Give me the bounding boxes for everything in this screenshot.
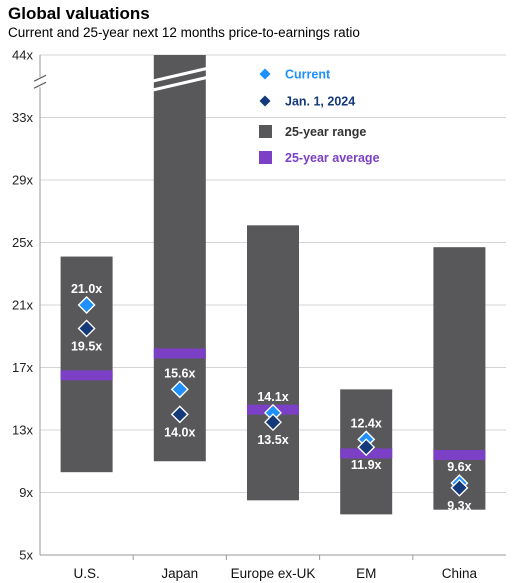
x-category-label: EM <box>356 566 376 581</box>
legend-range-icon <box>259 125 272 138</box>
range-bar <box>60 256 113 473</box>
y-axis-break-mark <box>33 74 47 82</box>
current-value-label: 12.4x <box>351 416 382 430</box>
jan-2024-marker <box>450 478 469 497</box>
bar-break-mark <box>151 66 209 83</box>
range-bar <box>247 225 299 501</box>
legend-current-icon <box>257 66 273 82</box>
range-bar <box>433 247 486 510</box>
jan-2024-marker <box>170 405 189 424</box>
y-tick-label: 44x <box>12 48 33 63</box>
y-axis-break-mark <box>33 81 47 89</box>
jan-value-label: 14.0x <box>164 425 195 439</box>
y-tick-label: 25x <box>12 235 33 250</box>
y-tick-label: 29x <box>12 173 33 188</box>
jan-value-label: 13.5x <box>257 433 288 447</box>
x-category-label: Japan <box>161 566 198 581</box>
y-tick-label: 5x <box>19 548 33 563</box>
current-value-label: 21.0x <box>71 282 102 296</box>
jan-value-label: 19.5x <box>71 339 102 353</box>
legend-jan-icon <box>257 93 273 109</box>
jan-2024-marker <box>357 438 376 457</box>
current-marker <box>170 380 189 399</box>
jan-2024-marker <box>264 413 282 432</box>
x-category-label: Europe ex-UK <box>231 566 316 581</box>
jan-value-label: 11.9x <box>351 458 382 472</box>
y-tick-label: 21x <box>12 298 33 313</box>
bar-break-mark <box>151 75 209 92</box>
y-axis-break-gap <box>34 77 46 88</box>
chart-subtitle: Current and 25-year next 12 months price… <box>8 25 360 40</box>
legend-range-label: 25-year range <box>285 125 366 139</box>
average-marker <box>60 370 113 381</box>
x-category-label: China <box>442 566 478 581</box>
average-marker <box>153 348 206 359</box>
y-tick-label: 13x <box>12 423 33 438</box>
y-tick-label: 33x <box>12 110 33 125</box>
range-bar <box>153 55 206 462</box>
current-value-label: 14.1x <box>257 390 288 404</box>
current-marker <box>77 296 96 314</box>
chart-title: Global valuations <box>8 4 150 23</box>
legend-average-icon <box>259 151 272 164</box>
legend-jan-label: Jan. 1, 2024 <box>285 95 355 109</box>
x-category-label: U.S. <box>73 566 99 581</box>
y-tick-label: 9x <box>19 485 33 500</box>
average-marker <box>433 450 486 460</box>
jan-value-label: 9.3x <box>447 499 471 513</box>
y-tick-label: 17x <box>12 360 33 375</box>
legend-current-label: Current <box>285 68 331 82</box>
legend-average-label: 25-year average <box>285 151 380 165</box>
jan-2024-marker <box>77 319 96 338</box>
current-value-label: 15.6x <box>164 366 195 380</box>
current-value-label: 9.6x <box>447 460 471 474</box>
